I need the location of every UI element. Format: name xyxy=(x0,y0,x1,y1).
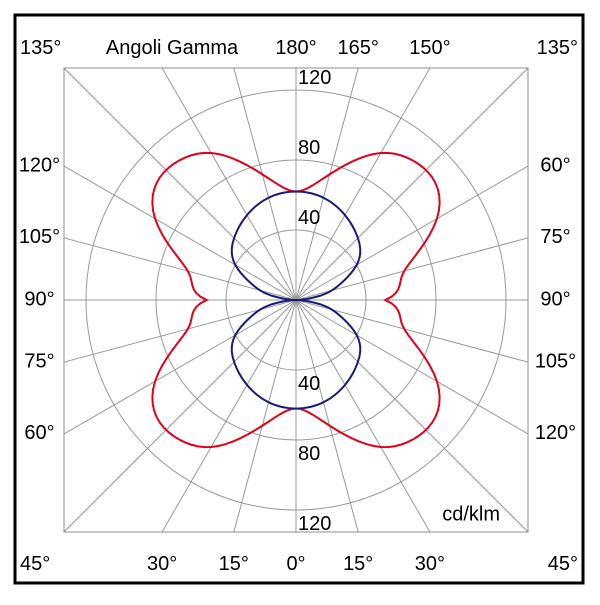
svg-text:80: 80 xyxy=(298,137,320,159)
svg-text:120: 120 xyxy=(298,513,331,535)
svg-text:90°: 90° xyxy=(540,288,570,310)
svg-text:15°: 15° xyxy=(343,553,373,575)
svg-text:40: 40 xyxy=(298,207,320,229)
svg-text:60°: 60° xyxy=(24,422,54,444)
svg-text:30°: 30° xyxy=(415,553,445,575)
svg-text:105°: 105° xyxy=(535,350,576,372)
svg-text:45°: 45° xyxy=(548,553,578,575)
svg-text:80: 80 xyxy=(298,443,320,465)
svg-text:40: 40 xyxy=(298,373,320,395)
svg-text:165°: 165° xyxy=(338,37,379,59)
svg-text:120°: 120° xyxy=(535,422,576,444)
svg-text:75°: 75° xyxy=(24,350,54,372)
svg-text:135°: 135° xyxy=(20,37,61,59)
svg-text:180°: 180° xyxy=(275,37,316,59)
svg-text:150°: 150° xyxy=(409,37,450,59)
svg-text:135°: 135° xyxy=(537,37,578,59)
svg-text:30°: 30° xyxy=(147,553,177,575)
svg-text:cd/klm: cd/klm xyxy=(442,503,500,525)
svg-text:60°: 60° xyxy=(540,154,570,176)
svg-text:120: 120 xyxy=(298,67,331,89)
svg-text:0°: 0° xyxy=(286,553,305,575)
svg-text:15°: 15° xyxy=(219,553,249,575)
svg-text:120°: 120° xyxy=(19,154,60,176)
svg-text:75°: 75° xyxy=(540,226,570,248)
svg-text:45°: 45° xyxy=(20,553,50,575)
svg-text:90°: 90° xyxy=(24,288,54,310)
svg-text:105°: 105° xyxy=(19,226,60,248)
svg-text:Angoli Gamma: Angoli Gamma xyxy=(106,37,239,59)
